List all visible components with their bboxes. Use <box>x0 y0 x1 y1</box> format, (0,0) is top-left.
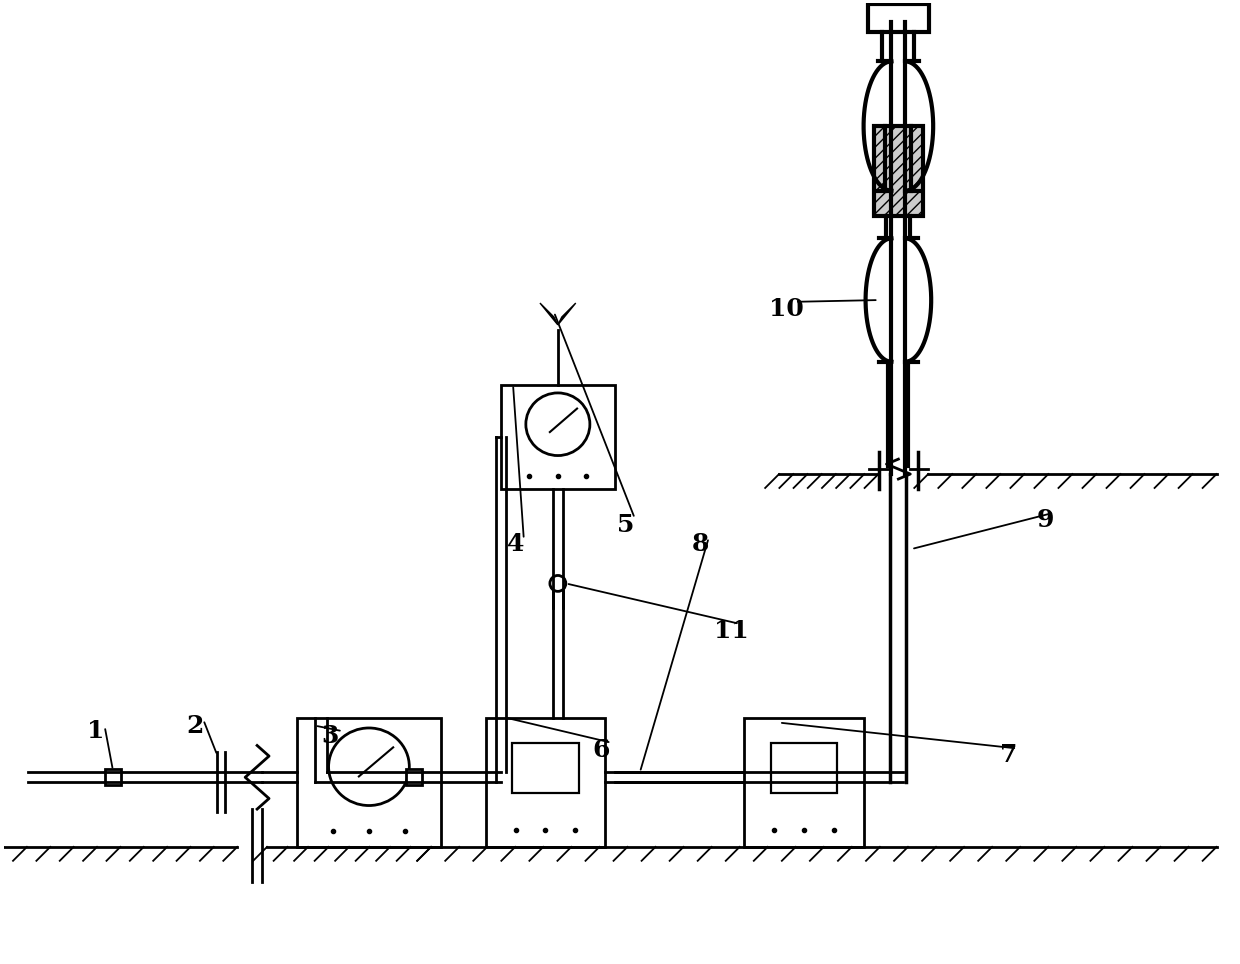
Bar <box>744 717 863 847</box>
Text: 6: 6 <box>593 738 610 763</box>
Text: 7: 7 <box>999 743 1017 767</box>
Bar <box>512 743 579 792</box>
Text: 9: 9 <box>1037 508 1054 532</box>
Bar <box>296 717 441 847</box>
Text: 11: 11 <box>713 619 748 643</box>
Bar <box>405 769 422 786</box>
Polygon shape <box>558 303 575 325</box>
Bar <box>779 769 795 786</box>
Text: 10: 10 <box>769 298 804 321</box>
Bar <box>105 769 120 786</box>
Bar <box>770 743 837 792</box>
Circle shape <box>549 576 565 591</box>
Text: 3: 3 <box>321 724 339 748</box>
Bar <box>873 126 924 216</box>
Text: 2: 2 <box>186 714 203 738</box>
Polygon shape <box>539 303 558 325</box>
Text: 8: 8 <box>692 532 709 556</box>
Text: 1: 1 <box>87 719 104 743</box>
Text: 5: 5 <box>618 513 635 537</box>
Bar <box>501 385 615 489</box>
Bar <box>868 4 929 32</box>
Ellipse shape <box>526 393 590 456</box>
Ellipse shape <box>329 728 409 806</box>
Bar <box>486 717 605 847</box>
Text: 4: 4 <box>506 532 523 556</box>
